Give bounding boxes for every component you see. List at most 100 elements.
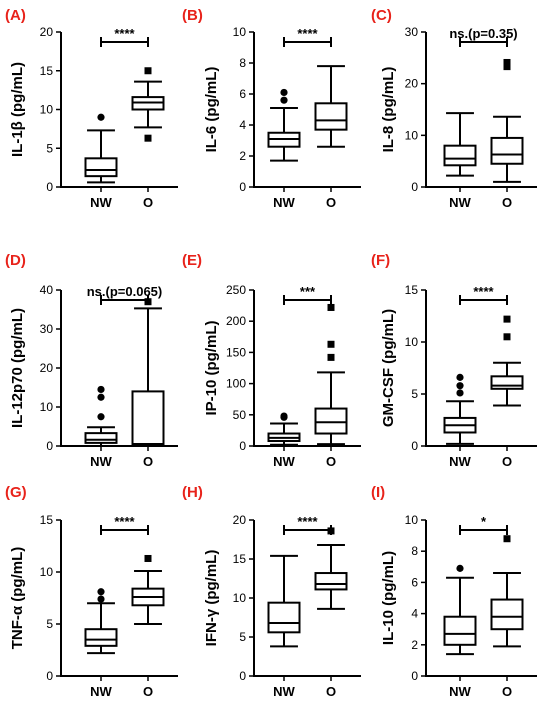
y-tick-label: 0	[239, 439, 246, 453]
y-tick-label: 0	[46, 669, 53, 683]
outlier-square	[144, 134, 152, 142]
y-tick-label: 20	[40, 25, 54, 39]
y-tick-label: 0	[239, 669, 246, 683]
box-nw	[267, 554, 301, 648]
y-tick-label: 10	[233, 25, 247, 39]
y-tick-label: 200	[226, 314, 246, 328]
iqr-box	[490, 136, 524, 165]
outlier-square	[503, 315, 511, 323]
box-o	[131, 67, 165, 142]
x-tick-label: NW	[90, 195, 112, 210]
x-tick-label: O	[326, 454, 336, 469]
box-nw	[267, 88, 301, 162]
x-tick-label: NW	[90, 684, 112, 699]
box-nw	[84, 385, 118, 447]
iqr-box	[443, 144, 477, 167]
significance-label: ns.(p=0.35)	[449, 26, 517, 41]
y-tick-label: 100	[226, 377, 246, 391]
box-o	[314, 303, 348, 446]
iqr-box	[84, 157, 118, 178]
y-axis-label: IFN-γ (pg/mL)	[203, 550, 220, 647]
y-tick-label: 20	[405, 77, 419, 91]
box-o	[490, 535, 524, 648]
outlier-square	[327, 303, 335, 311]
outlier-square	[503, 535, 511, 543]
iqr-box	[314, 572, 348, 591]
y-tick-label: 2	[411, 638, 418, 652]
y-tick-label: 150	[226, 345, 246, 359]
x-tick-label: O	[502, 195, 512, 210]
x-tick-label: O	[326, 195, 336, 210]
panel-f: (F) GM-CSF (pg/mL) 0 5 10 15 NW O ****	[371, 252, 537, 469]
iqr-box	[267, 601, 301, 634]
iqr-box	[314, 102, 348, 131]
y-tick-label: 40	[40, 283, 54, 297]
significance-label: ****	[114, 26, 135, 41]
x-tick-label: NW	[90, 454, 112, 469]
y-tick-label: 10	[40, 565, 54, 579]
box-nw	[443, 564, 477, 656]
y-tick-label: 20	[233, 513, 247, 527]
significance-label: ****	[473, 284, 494, 299]
y-tick-label: 15	[405, 283, 419, 297]
y-tick-label: 0	[46, 439, 53, 453]
outlier-square	[503, 333, 511, 341]
x-tick-label: NW	[273, 195, 295, 210]
box-nw	[443, 373, 477, 445]
y-axis-label: IL-12p70 (pg/mL)	[9, 308, 26, 428]
outlier-dot	[456, 373, 464, 381]
y-axis-label: IL-1β (pg/mL)	[9, 62, 26, 157]
box-o	[131, 554, 165, 625]
outlier-dot	[97, 385, 105, 394]
y-tick-label: 0	[411, 180, 418, 194]
y-tick-label: 5	[46, 141, 53, 155]
iqr-box	[490, 375, 524, 390]
panel-label: (G)	[5, 484, 27, 501]
box-o	[490, 58, 524, 183]
x-tick-label: NW	[449, 454, 471, 469]
y-tick-label: 5	[239, 630, 246, 644]
outlier-square	[327, 353, 335, 361]
y-axis-label: GM-CSF (pg/mL)	[380, 309, 397, 427]
panel-label: (B)	[182, 7, 203, 24]
y-tick-label: 10	[405, 335, 419, 349]
significance-label: *	[481, 514, 487, 529]
significance-label: ns.(p=0.065)	[87, 284, 163, 299]
panel-label: (E)	[182, 252, 202, 269]
outlier-dot	[456, 382, 464, 390]
iqr-box	[84, 628, 118, 647]
iqr-box	[131, 390, 165, 447]
box-o	[314, 65, 348, 148]
y-axis-label: IL-8 (pg/mL)	[380, 67, 397, 153]
y-tick-label: 2	[239, 149, 246, 163]
x-tick-label: O	[502, 454, 512, 469]
box-nw	[267, 412, 301, 446]
iqr-box	[314, 407, 348, 435]
outlier-square	[503, 58, 511, 66]
y-tick-label: 10	[40, 400, 54, 414]
y-axis-label: IP-10 (pg/mL)	[203, 320, 220, 415]
outlier-dot	[97, 413, 105, 421]
x-tick-label: O	[143, 195, 153, 210]
y-tick-label: 8	[239, 56, 246, 70]
x-tick-label: NW	[449, 195, 471, 210]
panel-i: (I) IL-10 (pg/mL) 0 2 4 6 8 10 NW O *	[371, 484, 537, 699]
panel-c: (C) IL-8 (pg/mL) 0 10 20 30 NW Ons.(p=0.35)	[371, 7, 537, 210]
outlier-dot	[280, 88, 288, 97]
x-tick-label: O	[143, 684, 153, 699]
outlier-dot	[280, 96, 288, 104]
panel-label: (A)	[5, 7, 26, 24]
outlier-dot	[97, 595, 105, 603]
x-tick-label: NW	[273, 684, 295, 699]
x-tick-label: NW	[449, 684, 471, 699]
panel-d: (D) IL-12p70 (pg/mL) 0 10 20 30 40 NW Ons.(p=0.0…	[5, 252, 178, 469]
y-axis-label: IL-10 (pg/mL)	[380, 551, 397, 645]
outlier-square	[144, 554, 152, 562]
panel-label: (I)	[371, 484, 385, 501]
box-nw	[84, 588, 118, 655]
panel-label: (D)	[5, 252, 26, 269]
x-tick-label: O	[143, 454, 153, 469]
x-tick-label: NW	[273, 454, 295, 469]
y-axis-label: IL-6 (pg/mL)	[203, 67, 220, 153]
